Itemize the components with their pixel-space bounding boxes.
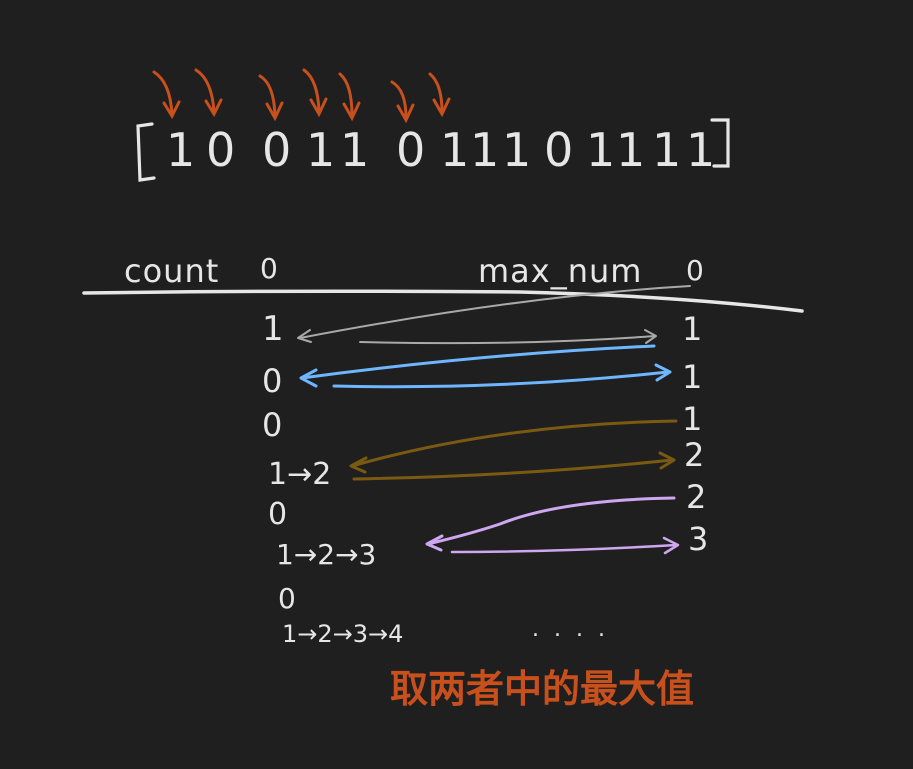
array-digit: 0 xyxy=(544,123,573,177)
count-initial-value: 0 xyxy=(260,252,278,285)
pointer-arrow-7-head xyxy=(432,97,451,118)
brown-arrow-to-count xyxy=(350,419,678,468)
gray-arrow-to-max xyxy=(359,335,656,345)
array-digit: 0 xyxy=(206,123,235,177)
brown-arrow-to-max-head xyxy=(658,451,676,470)
blue-arrow-to-count-head xyxy=(299,368,318,388)
count-value: 0 xyxy=(278,582,296,615)
max-value: 2 xyxy=(686,478,706,516)
gray-arrow-to-max-head xyxy=(644,329,657,344)
array-digit: 0 xyxy=(262,123,291,177)
array-digit: 1 xyxy=(616,123,645,177)
array-open-bracket xyxy=(136,122,156,182)
pointer-arrow-6 xyxy=(390,80,408,120)
pointer-arrow-2-head xyxy=(204,98,223,118)
max-num-initial-value: 0 xyxy=(686,254,704,287)
table-header: count 0 max_num 0 xyxy=(124,252,704,290)
pointer-arrow-1-head xyxy=(162,100,181,120)
max-value: 1 xyxy=(682,310,702,348)
max-num-label: max_num xyxy=(478,252,642,290)
max-value: 1 xyxy=(682,400,702,438)
array-digit: 1 xyxy=(502,123,531,177)
array-digit: 1 xyxy=(586,123,615,177)
array-digit: 1 xyxy=(306,123,335,177)
pointer-arrows xyxy=(152,68,451,124)
purple-arrow-to-max xyxy=(450,543,678,554)
count-value: 1→2→3 xyxy=(276,538,376,571)
count-value: 1→2 xyxy=(268,457,331,492)
blue-arrow-to-count xyxy=(300,344,656,380)
array-digit: 1 xyxy=(686,123,715,177)
pointer-arrow-2 xyxy=(194,68,216,114)
brown-arrow-to-max xyxy=(352,458,674,481)
brown-arrow-to-count-head xyxy=(349,456,368,474)
gray-arrow-to-count xyxy=(299,285,691,339)
pointer-arrow-7 xyxy=(428,72,444,114)
pointer-arrow-6-head xyxy=(396,103,415,124)
array-digit: 1 xyxy=(470,123,499,177)
array-digit: 1 xyxy=(340,123,369,177)
array-digit: 1 xyxy=(652,123,681,177)
header-divider xyxy=(82,289,804,313)
count-value: 0 xyxy=(268,497,287,532)
comparison-arrows xyxy=(297,285,691,555)
count-column: 1 0 0 1→2 0 1→2→3 0 1→2→3→4 xyxy=(262,309,403,648)
max-value: 1 xyxy=(682,358,702,396)
pointer-arrow-1 xyxy=(152,70,174,116)
purple-arrow-to-max-head xyxy=(662,536,680,555)
max-value: 2 xyxy=(684,436,704,474)
count-label: count xyxy=(124,252,219,290)
purple-arrow-to-count-head xyxy=(425,534,444,552)
pointer-arrow-5-head xyxy=(342,101,361,122)
pointer-arrow-5 xyxy=(338,72,354,118)
count-value: 1 xyxy=(262,309,284,349)
pointer-arrow-4-head xyxy=(309,97,328,118)
pointer-arrow-3 xyxy=(258,74,277,118)
count-value: 0 xyxy=(262,362,282,400)
count-value: 1→2→3→4 xyxy=(282,620,403,648)
blue-arrow-to-max xyxy=(332,370,670,389)
ellipsis: . . . . xyxy=(532,617,609,642)
array-digit: 1 xyxy=(166,123,195,177)
array-digit: 1 xyxy=(440,123,469,177)
array-close-bracket xyxy=(710,118,730,168)
purple-arrow-to-count xyxy=(426,496,676,546)
pointer-arrow-4 xyxy=(302,68,321,114)
blue-arrow-to-max-head xyxy=(654,363,672,382)
count-value: 0 xyxy=(262,406,282,444)
max-value: 3 xyxy=(688,520,708,558)
gray-arrow-to-count-head xyxy=(297,329,312,343)
array-digit: 0 xyxy=(396,123,425,177)
pointer-arrow-3-head xyxy=(265,101,284,122)
note-take-maximum: 取两者中的最大值 xyxy=(390,667,694,711)
